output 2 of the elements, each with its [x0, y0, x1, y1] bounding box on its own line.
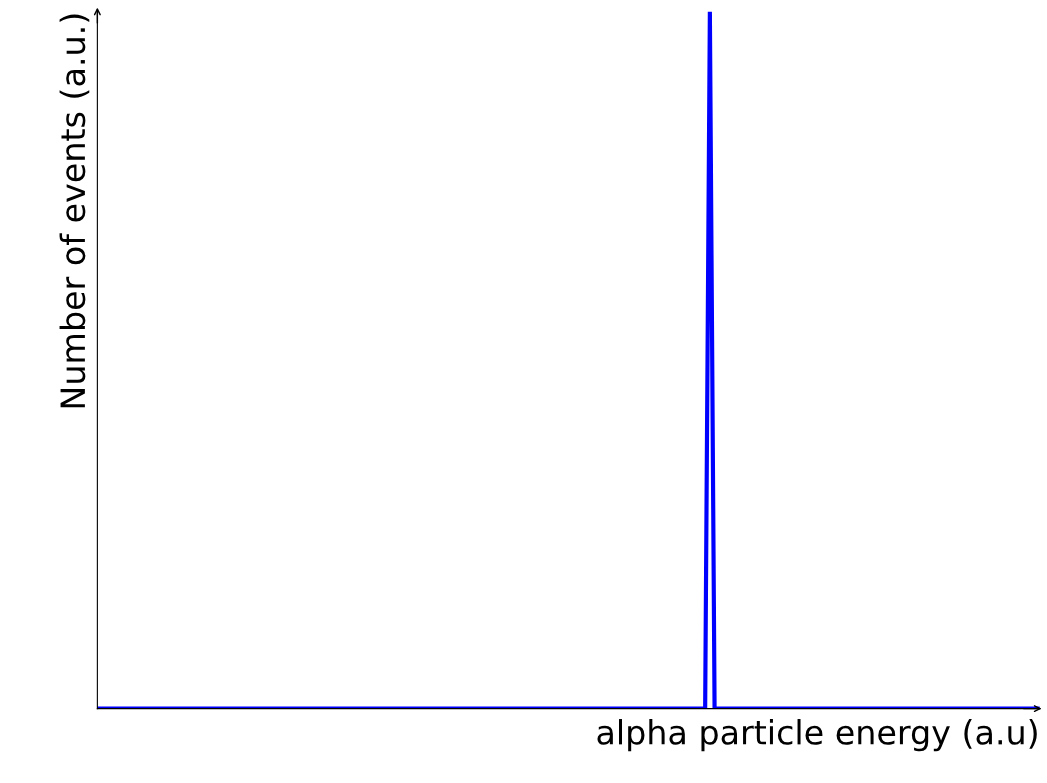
x-axis-title: alpha particle energy (a.u): [597, 719, 1037, 752]
y-axis-title: Number of events (a.u.): [59, 14, 90, 408]
